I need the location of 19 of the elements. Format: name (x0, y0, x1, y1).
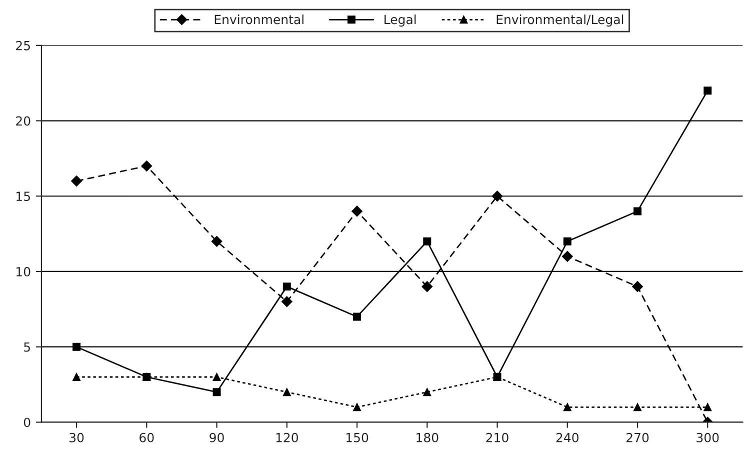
y-tick-label: 5 (24, 342, 30, 352)
y-tick-label: 10 (16, 266, 30, 276)
x-tick-label: 270 (626, 432, 649, 442)
x-tick-label: 180 (416, 432, 438, 442)
y-tick-label: 20 (16, 116, 30, 126)
legend-label: Environmental/Legal (496, 14, 624, 27)
x-tick-label: 30 (70, 432, 84, 442)
x-tick-label: 210 (486, 432, 508, 442)
x-tick-label: 240 (556, 432, 578, 442)
legend-label: Environmental (214, 14, 304, 24)
y-tick-label: 25 (16, 40, 30, 50)
y-tick-label: 0 (24, 418, 30, 428)
x-tick-label: 60 (140, 432, 154, 442)
legend-label: Legal (384, 14, 416, 27)
x-tick-label: 150 (346, 432, 368, 442)
y-tick-label: 15 (16, 192, 30, 202)
x-tick-label: 300 (696, 432, 719, 442)
x-tick-label: 120 (276, 432, 298, 442)
x-tick-label: 90 (210, 432, 224, 442)
